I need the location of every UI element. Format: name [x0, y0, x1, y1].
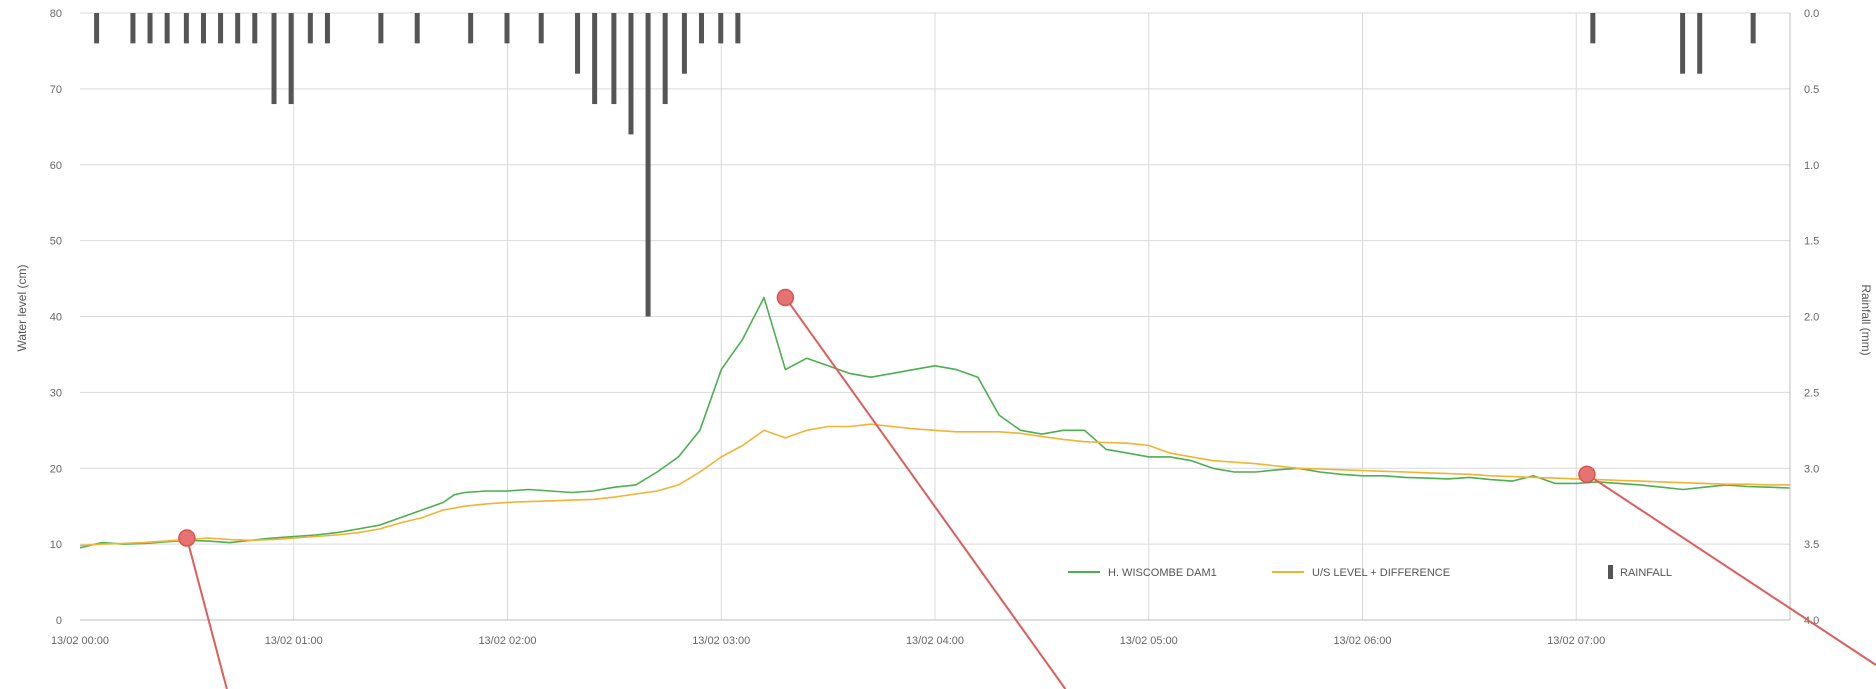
rainfall-bar — [592, 13, 598, 105]
rainfall-bar — [218, 13, 224, 44]
legend-swatch-rainfall — [1608, 565, 1613, 579]
leader-line — [1586, 473, 1876, 666]
legend: H. WISCOMBE DAM1 U/S LEVEL + DIFFERENCE RA… — [1068, 565, 1672, 579]
series-line-h-wiscombe-dam1 — [79, 296, 1791, 549]
y2-tick-label: 1.0 — [1804, 160, 1819, 172]
rainfall-bar — [699, 13, 705, 44]
y-tick-label: 80 — [50, 8, 62, 20]
y2-tick-label: 3.0 — [1804, 463, 1819, 475]
y2-tick-label: 2.0 — [1804, 312, 1819, 324]
y-tick-label: 20 — [50, 463, 62, 475]
x-tick-label: 13/02 06:00 — [1333, 635, 1391, 647]
rainfall-bar — [718, 13, 724, 44]
rainfall-bar — [414, 13, 420, 44]
rainfall-bar — [307, 13, 313, 44]
rainfall-bar — [288, 13, 294, 105]
rainfall-bar — [645, 13, 651, 317]
annotation-marker — [178, 529, 196, 547]
series-line-u-s-level-difference — [79, 423, 1790, 547]
y2-axis-title: Rainfall (mm) — [1859, 284, 1873, 355]
rainfall-bar — [1697, 13, 1703, 74]
gridlines — [80, 12, 1790, 621]
y-tick-label: 0 — [56, 615, 62, 627]
y-tick-label: 40 — [50, 312, 62, 324]
series-lines — [79, 296, 1791, 549]
rainfall-bar — [468, 13, 474, 44]
rainfall-bar — [1590, 13, 1596, 44]
rainfall-bar — [575, 13, 581, 74]
y-tick-label: 60 — [50, 160, 62, 172]
rainfall-bar — [324, 13, 330, 44]
rainfall-bar — [94, 13, 100, 44]
y-tick-label: 10 — [50, 539, 62, 551]
y-axis-title: Water level (cm) — [15, 265, 29, 352]
rainfall-bar — [611, 13, 617, 105]
rainfall-bar — [735, 13, 741, 44]
leader-line — [784, 296, 1067, 689]
leader-line — [185, 537, 228, 689]
rainfall-bar — [1750, 13, 1756, 44]
y-tick-label: 70 — [50, 84, 62, 96]
rainfall-bars — [94, 13, 1756, 317]
annotation-marker — [776, 288, 795, 307]
axes: 010203040506070804.03.53.02.52.01.51.00.… — [50, 8, 1820, 647]
y-tick-label: 30 — [50, 387, 62, 399]
legend-entry: U/S LEVEL + DIFFERENCE — [1312, 567, 1450, 579]
rainfall-bar — [271, 13, 277, 105]
annotation-markers — [178, 288, 1876, 689]
x-tick-label: 13/02 02:00 — [478, 635, 536, 647]
legend-entry: H. WISCOMBE DAM1 — [1108, 567, 1217, 579]
rainfall-bar — [1680, 13, 1686, 74]
rainfall-bar — [628, 13, 634, 135]
rainfall-bar — [681, 13, 687, 74]
rainfall-bar — [378, 13, 384, 44]
rainfall-bar — [252, 13, 258, 44]
legend-entry: RAINFALL — [1620, 567, 1672, 579]
rainfall-bar — [235, 13, 241, 44]
rainfall-bar — [200, 13, 206, 44]
y2-tick-label: 0.0 — [1804, 8, 1819, 20]
x-tick-label: 13/02 01:00 — [265, 635, 323, 647]
rainfall-bar — [164, 13, 170, 44]
y2-tick-label: 1.5 — [1804, 236, 1819, 248]
rainfall-bar — [662, 13, 668, 105]
y2-tick-label: 3.5 — [1804, 539, 1819, 551]
rainfall-bar — [183, 13, 189, 44]
rainfall-bar — [538, 13, 544, 44]
y2-tick-label: 2.5 — [1804, 387, 1819, 399]
rainfall-bar — [130, 13, 136, 44]
y-tick-label: 50 — [50, 236, 62, 248]
x-tick-label: 13/02 00:00 — [51, 635, 109, 647]
x-tick-label: 13/02 07:00 — [1547, 635, 1605, 647]
annotation-marker — [1578, 465, 1596, 484]
rainfall-bar — [147, 13, 153, 44]
rainfall-bar — [504, 13, 510, 44]
y2-tick-label: 0.5 — [1804, 84, 1819, 96]
x-tick-label: 13/02 04:00 — [906, 635, 964, 647]
x-tick-label: 13/02 03:00 — [692, 635, 750, 647]
x-tick-label: 13/02 05:00 — [1120, 635, 1178, 647]
